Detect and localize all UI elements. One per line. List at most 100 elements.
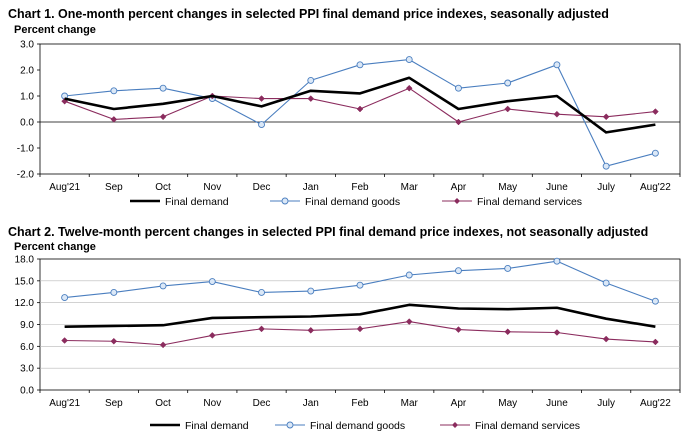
- chart-2-final-demand-services-point: [110, 337, 118, 345]
- chart-2-x-tick-label: Jan: [303, 398, 319, 409]
- chart-1-x-tick-label: Dec: [253, 182, 271, 193]
- chart-1-final-demand-services-point: [602, 113, 610, 121]
- chart-1-x-tick-label: June: [546, 182, 568, 193]
- chart-1-x-ticks: Aug'21 Sep Oct Nov Dec Jan Feb Mar Apr May June Jul…: [39, 174, 681, 193]
- chart-2-final-demand-services-point: [61, 337, 68, 344]
- chart-2-final-demand-services-point: [455, 326, 462, 333]
- chart-1: Chart 1. One-month percent changes in se…: [8, 7, 681, 208]
- chart-1-legend-label: Final demand: [165, 196, 229, 208]
- chart-2-y-tick-label: 15.0: [15, 276, 35, 287]
- chart-1-final-demand-goods-point: [553, 61, 561, 69]
- chart-1-legend-marker: [454, 198, 460, 204]
- chart-2-legend-label: Final demand services: [475, 420, 580, 432]
- chart-2-final-demand-services-point: [258, 325, 265, 333]
- chart-2-final-demand-services-point: [307, 326, 315, 334]
- chart-1-final-demand-services-point: [652, 108, 659, 115]
- chart-2-x-tick-label: Mar: [401, 398, 419, 409]
- chart-1-legend-marker: [281, 197, 289, 205]
- chart-2-legend-label: Final demand: [185, 420, 249, 432]
- chart-2-x-tick-label: Sep: [105, 398, 123, 409]
- chart-2-x-tick-label: Aug'22: [640, 398, 671, 409]
- chart-2-y-tick-label: 18.0: [15, 255, 35, 266]
- chart-2-legend-label: Final demand goods: [310, 420, 405, 432]
- chart-2-final-demand-goods-line: [64, 260, 656, 302]
- chart-2-final-demand-services-point: [553, 329, 561, 336]
- chart-1-final-demand-goods-point: [307, 76, 315, 84]
- chart-2: Chart 2. Twelve-month percent changes in…: [8, 225, 681, 432]
- chart-1-y-tick-label: 3.0: [20, 40, 34, 51]
- chart-1-legend-item-final-demand-services: Final demand services: [442, 196, 582, 208]
- chart-1-x-tick-label: Jan: [303, 182, 319, 193]
- chart-2-grid: [40, 280, 680, 369]
- chart-1-x-tick-label: Oct: [155, 182, 171, 193]
- chart-2-final-demand-services-series: [61, 318, 659, 349]
- chart-2-final-demand-services-point: [356, 325, 364, 333]
- chart-1-final-demand-services-point: [405, 84, 413, 92]
- chart-1-y-axis-label: Percent change: [14, 24, 96, 36]
- chart-2-legend-item-final-demand: Final demand: [150, 420, 249, 432]
- chart-1-final-demand-goods-point: [405, 56, 413, 64]
- chart-2-y-tick-label: 0.0: [20, 386, 34, 397]
- chart-2-final-demand-services-point: [405, 318, 413, 325]
- chart-2-y-axis-label: Percent change: [14, 241, 96, 253]
- chart-2-legend-marker: [452, 422, 458, 428]
- chart-2-y-tick-label: 6.0: [20, 342, 34, 353]
- chart-2-title: Chart 2. Twelve-month percent changes in…: [8, 225, 648, 239]
- chart-1-final-demand-goods-point: [356, 61, 364, 69]
- chart-1-final-demand-goods-line: [64, 59, 656, 167]
- chart-1-legend-label: Final demand services: [477, 196, 582, 208]
- chart-2-final-demand-services-point: [159, 341, 167, 349]
- chart-2-x-tick-label: May: [498, 398, 517, 409]
- chart-2-final-demand-line: [64, 303, 656, 328]
- chart-2-final-demand-goods-point: [651, 297, 659, 305]
- chart-1-final-demand-services-point: [159, 113, 167, 121]
- chart-1-y-tick-label: 2.0: [20, 66, 34, 77]
- chart-2-final-demand-goods-point: [553, 257, 561, 265]
- chart-2-final-demand-goods-point: [110, 289, 118, 296]
- chart-2-y-tick-label: 3.0: [20, 364, 34, 375]
- chart-2-final-demand-goods-point: [159, 282, 167, 290]
- chart-1-final-demand-services-point: [356, 105, 364, 113]
- chart-1-final-demand-services-point: [110, 116, 118, 123]
- chart-1-final-demand-services-point: [258, 95, 265, 102]
- chart-2-series: [61, 257, 659, 349]
- chart-1-y-tick-label: 0.0: [20, 118, 34, 129]
- chart-1-x-tick-label: Aug'22: [640, 182, 671, 193]
- chart-2-final-demand-goods-point: [455, 267, 462, 275]
- chart-1-x-tick-label: Nov: [203, 182, 221, 193]
- chart-1-final-demand-goods-point: [110, 87, 118, 95]
- chart-1-final-demand-services-point: [307, 95, 315, 102]
- chart-1-final-demand-services-point: [553, 110, 561, 118]
- chart-2-x-tick-label: Oct: [155, 398, 171, 409]
- chart-1-final-demand-goods-point: [504, 79, 512, 87]
- chart-2-y-ticks: 18.0 15.0 12.0 9.0 6.0 3.0 0.0: [15, 255, 40, 397]
- chart-1-x-tick-label: Sep: [105, 182, 123, 193]
- chart-1-final-demand-goods-point: [258, 121, 265, 129]
- chart-2-legend-item-final-demand-goods: Final demand goods: [275, 420, 405, 432]
- chart-2-final-demand-goods-point: [602, 279, 610, 287]
- chart-2-x-tick-label: Apr: [451, 398, 467, 409]
- chart-2-x-tick-label: Dec: [253, 398, 271, 409]
- chart-2-x-ticks: Aug'21 Sep Oct Nov Dec Jan Feb Mar Apr May June Jul…: [39, 390, 681, 409]
- chart-1-x-tick-label: July: [597, 182, 615, 193]
- chart-2-y-tick-label: 9.0: [20, 320, 34, 331]
- chart-2-y-tick-label: 12.0: [15, 298, 35, 309]
- chart-2-final-demand-goods-point: [61, 294, 69, 302]
- chart-2-final-demand-services-point: [504, 328, 512, 336]
- chart-2-final-demand-goods-series: [61, 257, 659, 305]
- chart-1-legend: Final demand Final demand goods Final dema…: [130, 196, 582, 208]
- chart-1-final-demand-series: [64, 76, 656, 134]
- chart-1-plot-frame: [39, 43, 681, 175]
- chart-1-legend-label: Final demand goods: [305, 196, 400, 208]
- chart-1-x-tick-label: Aug'21: [49, 182, 80, 193]
- chart-1-title: Chart 1. One-month percent changes in se…: [8, 7, 609, 21]
- chart-1-series: [61, 56, 659, 170]
- chart-1-final-demand-goods-point: [602, 162, 610, 170]
- chart-1-legend-item-final-demand-goods: Final demand goods: [270, 196, 400, 208]
- chart-2-x-tick-label: July: [597, 398, 615, 409]
- chart-1-y-tick-label: -2.0: [17, 170, 35, 181]
- chart-2-x-tick-label: Feb: [351, 398, 369, 409]
- chart-2-final-demand-services-point: [208, 332, 216, 339]
- chart-1-final-demand-goods-series: [61, 56, 659, 170]
